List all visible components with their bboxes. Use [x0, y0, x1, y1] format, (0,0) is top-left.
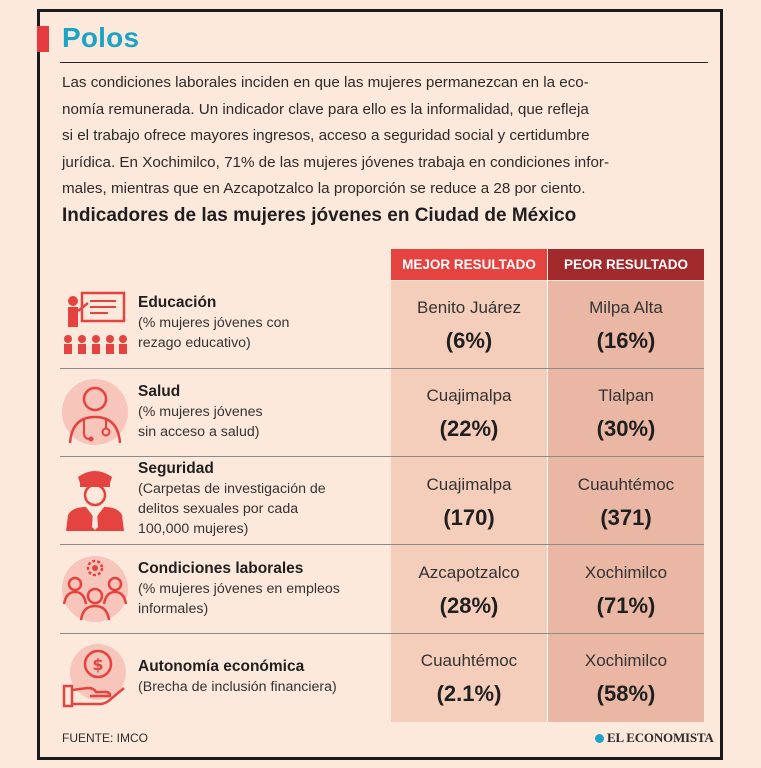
worst-value: (30%)	[596, 416, 656, 441]
best-place: Cuajimalpa	[426, 475, 512, 494]
worst-value: (71%)	[596, 593, 656, 618]
table-subtitle: Indicadores de las mujeres jóvenes en Ci…	[62, 205, 577, 226]
row-label-salud: Salud (% mujeres jóvenes sin acceso a sa…	[138, 381, 383, 442]
best-value: (170)	[443, 505, 495, 530]
worst-place: Cuauhtémoc	[577, 475, 675, 494]
row-desc-line: 100,000 mujeres)	[138, 521, 249, 537]
infographic-frame	[37, 9, 723, 760]
worst-cell-condiciones-laborales: Xochimilco (71%)	[548, 561, 704, 623]
row-desc-line: informales)	[138, 601, 209, 617]
worst-result-header: PEOR RESULTADO	[548, 249, 704, 280]
row-desc-line: (Carpetas de investigación de	[138, 481, 326, 497]
row-label-seguridad: Seguridad (Carpetas de investigación de …	[138, 458, 383, 539]
row-label-condiciones-laborales: Condiciones laborales (% mujeres jóvenes…	[138, 558, 383, 619]
best-cell-seguridad: Cuajimalpa (170)	[391, 473, 547, 535]
row-label-autonomia-economica: Autonomía económica (Brecha de inclusión…	[138, 656, 383, 697]
worst-cell-salud: Tlalpan (30%)	[548, 384, 704, 446]
row-desc-line: delitos sexuales por cada	[138, 501, 299, 517]
intro-line: nomía remunerada. Un indicador clave par…	[62, 100, 589, 118]
best-column-background	[391, 281, 547, 722]
best-place: Benito Juárez	[417, 298, 521, 317]
best-value: (22%)	[439, 416, 499, 441]
svg-text:$: $	[92, 655, 103, 674]
police-icon	[66, 471, 124, 531]
row-desc-line: (Brecha de inclusión financiera)	[138, 679, 337, 695]
best-place: Cuajimalpa	[426, 386, 512, 405]
row-desc-line: rezago educativo)	[138, 335, 251, 351]
worst-value: (58%)	[596, 681, 656, 706]
best-place: Cuauhtémoc	[420, 651, 518, 670]
row-divider	[60, 456, 704, 457]
title-divider	[60, 62, 708, 63]
title-accent-bar	[37, 26, 49, 52]
intro-paragraph: Las condiciones laborales inciden en que…	[62, 70, 710, 203]
doctor-icon	[62, 379, 128, 445]
worst-place: Xochimilco	[584, 563, 668, 582]
row-title: Autonomía económica	[138, 658, 305, 675]
row-desc-line: (% mujeres jóvenes	[138, 404, 263, 420]
best-value: (28%)	[439, 593, 499, 618]
row-label-educacion: Educación (% mujeres jóvenes con rezago …	[138, 292, 383, 353]
worst-cell-autonomia-economica: Xochimilco (58%)	[548, 649, 704, 711]
row-title: Salud	[138, 383, 181, 400]
row-title: Condiciones laborales	[138, 560, 304, 577]
source-note: FUENTE: IMCO	[62, 731, 148, 745]
best-cell-condiciones-laborales: Azcapotzalco (28%)	[391, 561, 547, 623]
money-hand-icon: $	[62, 644, 126, 708]
worst-column-background	[548, 281, 704, 722]
row-title: Seguridad	[138, 460, 214, 477]
row-divider	[60, 633, 704, 634]
row-title: Educación	[138, 294, 217, 311]
best-value: (2.1%)	[436, 681, 502, 706]
brand-logo: EL ECONOMISTA	[595, 730, 714, 746]
best-result-header: MEJOR RESULTADO	[391, 249, 547, 280]
best-place: Azcapotzalco	[418, 563, 520, 582]
worst-place: Tlalpan	[598, 386, 654, 405]
row-divider	[60, 544, 704, 545]
intro-line: jurídica. En Xochimilco, 71% de las muje…	[62, 153, 610, 171]
row-desc-line: (% mujeres jóvenes en empleos	[138, 581, 340, 597]
brand-dot-icon	[595, 733, 604, 743]
best-cell-autonomia-economica: Cuauhtémoc (2.1%)	[391, 649, 547, 711]
team-gear-icon	[62, 556, 128, 622]
best-cell-educacion: Benito Juárez (6%)	[391, 296, 547, 358]
best-value: (6%)	[445, 328, 493, 353]
worst-value: (16%)	[596, 328, 656, 353]
column-divider	[547, 281, 548, 722]
worst-place: Xochimilco	[584, 651, 668, 670]
worst-cell-educacion: Milpa Alta (16%)	[548, 296, 704, 358]
row-desc-line: sin acceso a salud)	[138, 424, 260, 440]
best-cell-salud: Cuajimalpa (22%)	[391, 384, 547, 446]
brand-name: EL ECONOMISTA	[607, 730, 714, 745]
row-desc-line: (% mujeres jóvenes con	[138, 315, 290, 331]
intro-line: si el trabajo ofrece mayores ingresos, a…	[62, 127, 590, 144]
classroom-icon	[64, 291, 127, 354]
row-divider	[60, 368, 704, 369]
intro-line: Las condiciones laborales inciden en que…	[62, 74, 589, 91]
worst-value: (371)	[600, 505, 652, 530]
intro-line: males, mientras que en Azcapotzalco la p…	[62, 180, 586, 197]
page-title: Polos	[62, 22, 140, 53]
worst-place: Milpa Alta	[589, 298, 663, 317]
worst-cell-seguridad: Cuauhtémoc (371)	[548, 473, 704, 535]
